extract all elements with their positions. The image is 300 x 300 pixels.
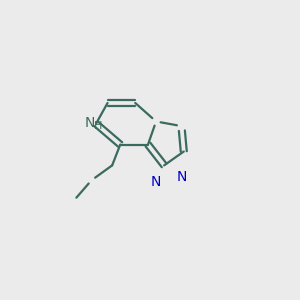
Text: H: H [94, 121, 103, 131]
Text: N: N [176, 170, 187, 184]
Text: N: N [151, 175, 161, 188]
Text: N: N [84, 116, 95, 130]
